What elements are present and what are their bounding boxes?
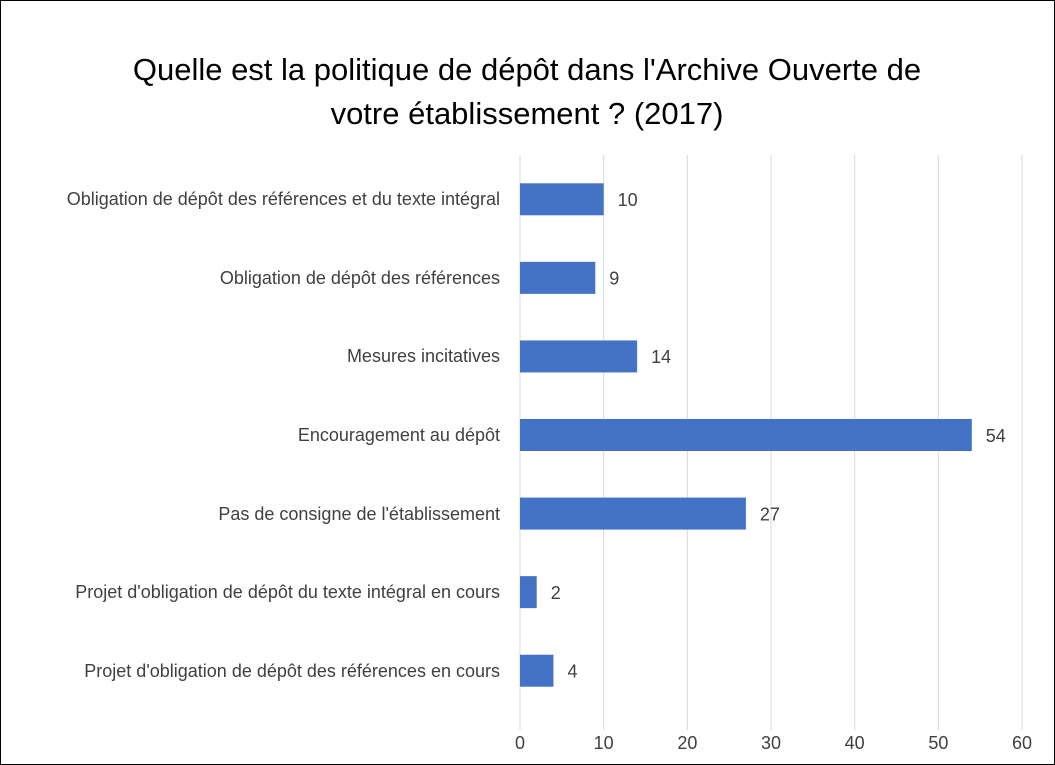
value-label: 4 [567,661,577,681]
chart-title: Quelle est la politique de dépôt dans l'… [132,52,922,131]
x-tick-label: 20 [677,733,697,753]
value-label: 54 [986,426,1006,446]
value-label: 27 [760,504,780,524]
bar [520,340,638,373]
value-label: 14 [651,347,671,367]
y-tick-label: Obligation de dépôt des références et du… [66,189,500,210]
bar [520,654,554,687]
y-tick-label: Encouragement au dépôt [297,425,500,445]
x-tick-label: 50 [928,733,948,753]
y-tick-label: Pas de consigne de l'établissement [218,503,500,524]
bar [520,183,604,216]
bar [520,261,596,294]
x-tick-label: 0 [515,733,525,753]
bar [520,419,972,451]
value-label: 2 [551,583,561,603]
value-label: 10 [618,190,638,210]
y-tick-label: Obligation de dépôt des références [219,267,500,288]
bar [520,576,537,609]
y-tick-label: Projet d'obligation de dépôt du texte in… [75,582,500,603]
x-tick-label: 30 [761,733,781,753]
y-tick-label: Mesures incitatives [346,346,500,367]
value-label: 9 [609,269,619,289]
bar [520,497,746,530]
x-tick-label: 40 [845,733,865,753]
x-tick-label: 10 [594,733,614,753]
x-tick-label: 60 [1012,733,1032,753]
y-tick-label: Projet d'obligation de dépôt des référen… [84,660,500,681]
